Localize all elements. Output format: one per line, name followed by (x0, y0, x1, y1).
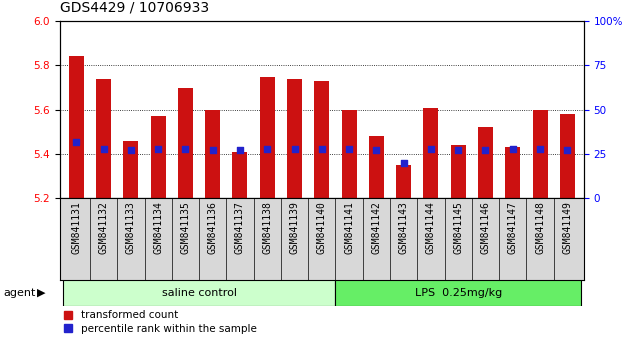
Bar (69, 56, 84, 198)
Text: GSM841149: GSM841149 (562, 201, 572, 255)
Text: GSM841139: GSM841139 (290, 201, 300, 255)
Text: GSM841140: GSM841140 (317, 201, 327, 255)
Bar (478, 127, 493, 198)
Point (480, 148, 490, 153)
Point (208, 148, 218, 153)
Text: GSM841141: GSM841141 (344, 201, 354, 255)
Bar (178, 88, 193, 198)
Text: GSM841142: GSM841142 (372, 201, 381, 255)
Bar (62, 280, 336, 306)
Text: GSM841147: GSM841147 (508, 201, 518, 255)
Point (399, 160, 409, 166)
Point (317, 146, 327, 152)
Point (535, 146, 545, 152)
Bar (96, 79, 111, 198)
Text: GSM841135: GSM841135 (180, 201, 191, 255)
Bar (287, 79, 302, 198)
Text: GSM841134: GSM841134 (153, 201, 163, 255)
Legend: transformed count, percentile rank within the sample: transformed count, percentile rank withi… (60, 306, 261, 338)
Text: GDS4429 / 10706933: GDS4429 / 10706933 (60, 0, 209, 14)
Point (153, 146, 163, 152)
Text: GSM841136: GSM841136 (208, 201, 218, 255)
Bar (423, 108, 439, 198)
Point (180, 146, 191, 152)
Bar (396, 165, 411, 198)
Text: saline control: saline control (162, 288, 237, 298)
Bar (314, 81, 329, 198)
Bar (336, 280, 581, 306)
Text: GSM841133: GSM841133 (126, 201, 136, 255)
Text: LPS  0.25mg/kg: LPS 0.25mg/kg (415, 288, 502, 298)
Point (508, 146, 518, 152)
Text: GSM841143: GSM841143 (399, 201, 409, 255)
Point (426, 146, 436, 152)
Text: GSM841145: GSM841145 (453, 201, 463, 255)
Point (453, 148, 463, 153)
Bar (451, 145, 466, 198)
Bar (232, 152, 247, 198)
Point (371, 148, 381, 153)
Text: agent: agent (3, 288, 35, 298)
Bar (151, 116, 166, 198)
Text: GSM841146: GSM841146 (480, 201, 490, 255)
Bar (505, 147, 520, 198)
Text: GSM841131: GSM841131 (71, 201, 81, 255)
Point (126, 148, 136, 153)
Bar (560, 114, 575, 198)
Point (262, 146, 273, 152)
Point (290, 146, 300, 152)
Bar (260, 76, 274, 198)
Text: GSM841148: GSM841148 (535, 201, 545, 255)
Point (71, 139, 81, 144)
Bar (124, 141, 138, 198)
Text: GSM841144: GSM841144 (426, 201, 436, 255)
Point (98, 146, 109, 152)
Text: GSM841137: GSM841137 (235, 201, 245, 255)
Text: ▶: ▶ (37, 288, 45, 298)
Point (562, 148, 572, 153)
Bar (205, 110, 220, 198)
Bar (369, 136, 384, 198)
Text: GSM841138: GSM841138 (262, 201, 272, 255)
Point (235, 148, 245, 153)
Bar (533, 110, 548, 198)
Text: GSM841132: GSM841132 (98, 201, 109, 255)
Bar (341, 110, 357, 198)
Point (344, 146, 354, 152)
